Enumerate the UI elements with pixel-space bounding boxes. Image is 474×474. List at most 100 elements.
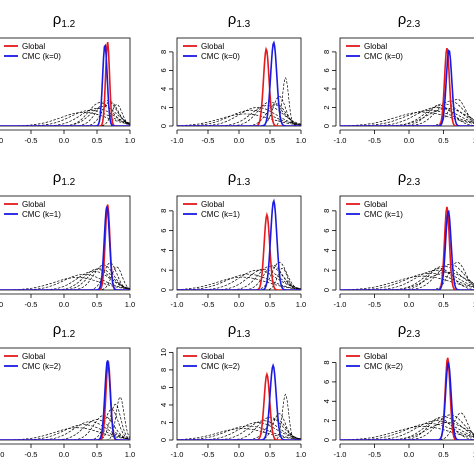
y-tick-label: 6 [322,380,331,384]
y-tick-label: 6 [159,68,168,72]
panel-title-subscript: 2.3 [406,19,420,30]
x-tick-label: -1.0 [334,300,347,309]
panel-title-symbol: ρ [53,169,62,186]
x-tick-label: 0.5 [92,136,102,145]
x-tick-label: -0.5 [25,136,38,145]
density-curves [340,48,474,126]
panel-title: ρ1.2 [53,321,76,340]
legend-label: CMC (k=0) [364,52,403,61]
x-tick-label: -0.5 [202,300,215,309]
panel-title-symbol: ρ [228,11,237,28]
x-tick-label: -1.0 [171,450,184,459]
y-tick-label: 2 [159,105,168,109]
y-tick-label: 2 [159,420,168,424]
cmc-density-line [340,49,474,126]
y-tick-label: 6 [322,68,331,72]
legend-label: Global [22,200,45,209]
legend-label: Global [201,352,224,361]
panel-title-symbol: ρ [53,321,62,338]
cmc-density-line [340,209,474,290]
panel-title-subscript: 1.2 [61,329,75,340]
panel-title-subscript: 2.3 [406,177,420,188]
global-density-line [340,357,474,440]
subposterior-dashed-line [340,107,474,126]
y-tick-label: 0 [159,438,168,442]
legend-label: CMC (k=0) [201,52,240,61]
x-tick-label: -0.5 [368,300,381,309]
x-tick-label: 0.5 [265,136,275,145]
y-tick-label: 2 [159,268,168,272]
density-curves [177,198,301,290]
x-tick-label: 1.0 [296,136,306,145]
subposterior-dashed-line [177,265,301,290]
global-density-line [340,48,474,126]
panel-title-symbol: ρ [398,321,407,338]
subposterior-dashed-line [340,265,474,290]
x-tick-label: 1.0 [473,300,474,309]
y-tick-label: 0 [322,288,331,292]
legend-label: Global [22,42,45,51]
cmc-density-line [177,363,301,440]
density-curves [340,206,474,290]
y-tick-label: 6 [159,229,168,233]
subposterior-dashed-line [0,396,130,440]
subposterior-dashed-line [177,95,301,126]
x-tick-label: 0.0 [234,450,244,459]
cmc-density-line [340,361,474,440]
x-tick-label: 0.0 [59,136,69,145]
panel-title-subscript: 1.3 [236,19,250,30]
x-tick-label: 0.5 [438,136,448,145]
subposterior-dashed-line [0,108,130,126]
panel-title: ρ1.2 [53,11,76,30]
panel-title-subscript: 1.3 [236,177,250,188]
subposterior-dashed-line [340,98,474,126]
y-tick-label: 4 [322,87,331,91]
panel-title-symbol: ρ [228,169,237,186]
subposterior-dashed-line [177,276,301,290]
x-tick-label: -0.5 [202,450,215,459]
y-tick-label: 4 [159,403,168,407]
subposterior-dashed-line [340,418,474,440]
x-tick-label: 1.0 [125,300,135,309]
x-tick-label: 0.5 [438,300,448,309]
subposterior-dashed-line [0,273,130,290]
x-tick-label: 0.0 [404,450,414,459]
subposterior-dashed-line [0,268,130,290]
x-tick-label: 1.0 [473,450,474,459]
subposterior-dashed-line [177,261,301,290]
panel-title-symbol: ρ [398,169,407,186]
legend-label: CMC (k=2) [22,362,61,371]
subposterior-dashed-line [340,271,474,290]
subposterior-dashed-line [177,425,301,440]
density-curves [177,363,301,440]
legend-label: CMC (k=1) [201,210,240,219]
subposterior-dashed-line [340,269,474,290]
subposterior-dashed-line [0,266,130,290]
x-tick-label: -1.0 [171,300,184,309]
x-tick-label: 0.0 [404,300,414,309]
subposterior-dashed-line [340,412,474,440]
x-tick-label: 0.5 [265,300,275,309]
y-tick-label: 8 [322,360,331,364]
subposterior-dashed-line [177,418,301,440]
panel-title: ρ1.3 [228,321,251,340]
legend-label: CMC (k=1) [364,210,403,219]
x-tick-label: -1.0 [334,136,347,145]
panel-title-subscript: 2.3 [406,329,420,340]
y-tick-label: 4 [322,248,331,252]
x-tick-label: 1.0 [125,450,135,459]
subposterior-dashed-line [177,101,301,126]
panel-title-subscript: 1.3 [236,329,250,340]
panel-title: ρ2.3 [398,321,421,340]
x-tick-label: 0.5 [92,300,102,309]
subposterior-dashed-line [0,262,130,290]
subposterior-dashed-line [340,422,474,440]
subposterior-dashed-line [0,403,130,440]
x-tick-label: 0.0 [234,300,244,309]
